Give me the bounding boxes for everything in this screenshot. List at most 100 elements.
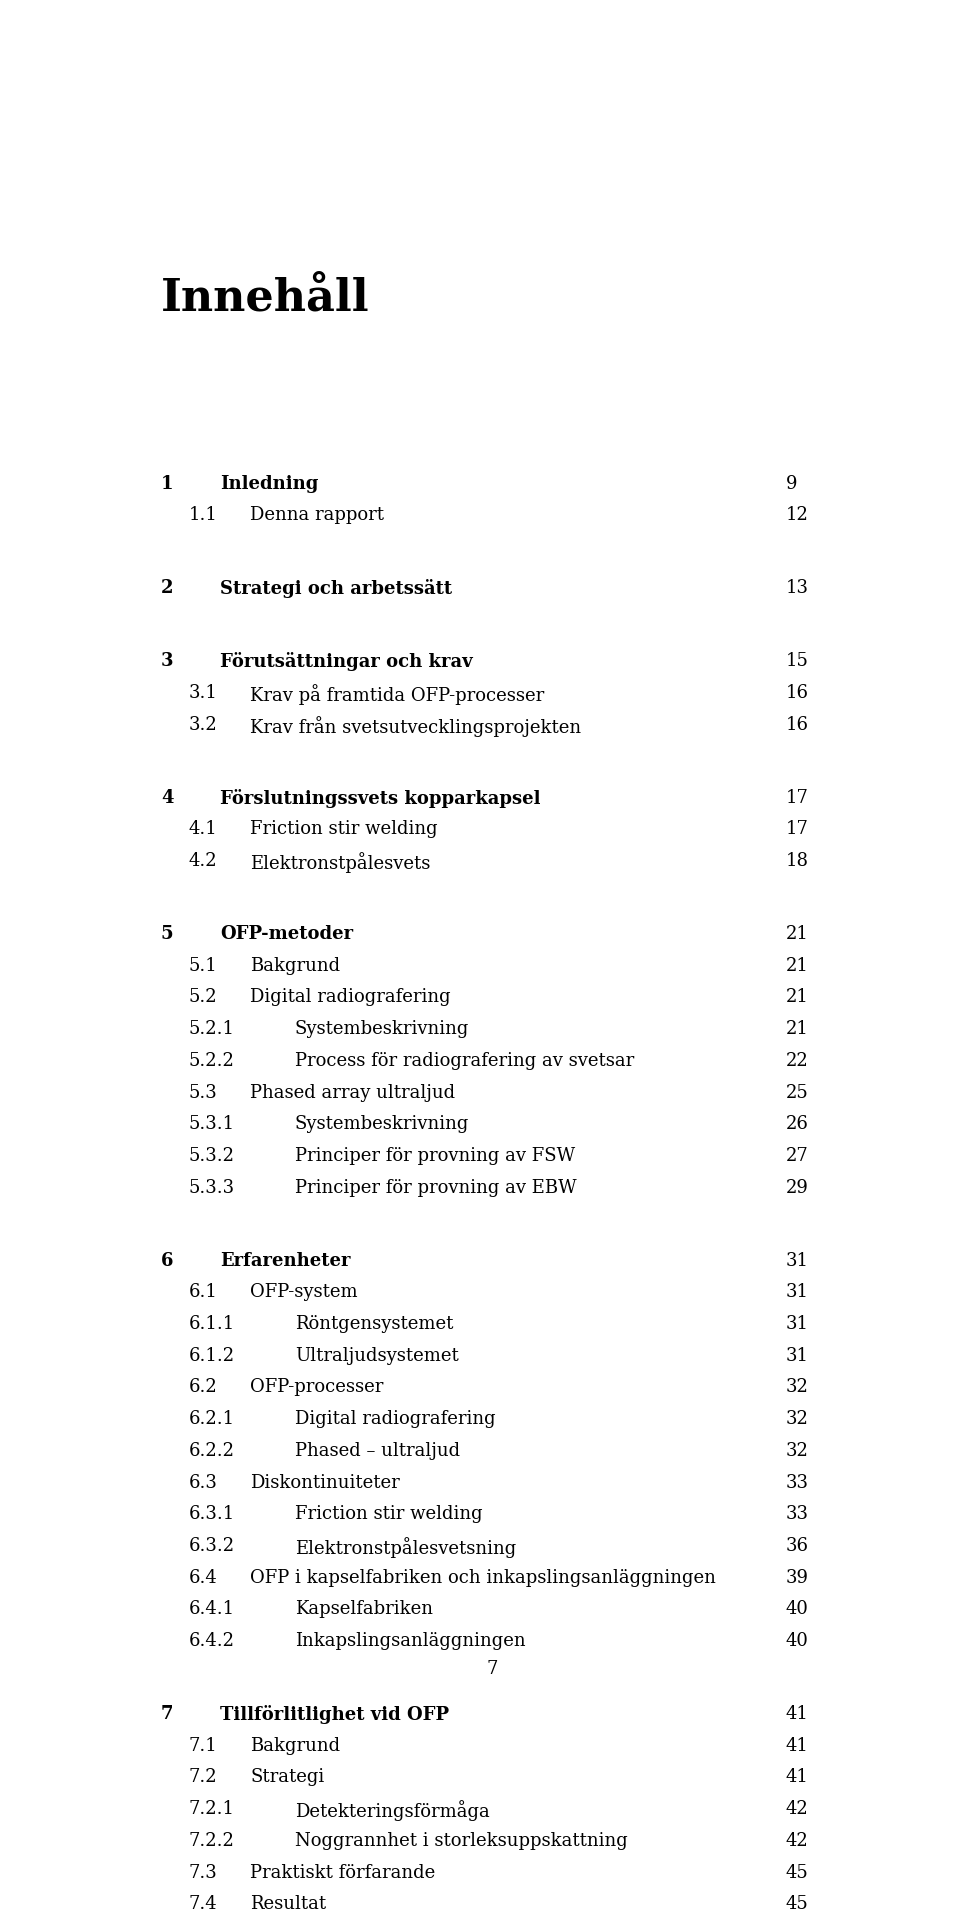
Text: Detekteringsförmåga: Detekteringsförmåga: [295, 1799, 490, 1820]
Text: 41: 41: [786, 1736, 808, 1753]
Text: 25: 25: [786, 1083, 808, 1101]
Text: Erfarenheter: Erfarenheter: [221, 1252, 351, 1269]
Text: 6.4.1: 6.4.1: [188, 1600, 234, 1617]
Text: 21: 21: [786, 988, 808, 1007]
Text: 33: 33: [786, 1504, 809, 1522]
Text: 6.2.1: 6.2.1: [188, 1409, 234, 1428]
Text: 16: 16: [786, 683, 809, 702]
Text: 6.2: 6.2: [188, 1378, 217, 1395]
Text: OFP-processer: OFP-processer: [251, 1378, 384, 1395]
Text: OFP-system: OFP-system: [251, 1282, 358, 1302]
Text: 27: 27: [786, 1146, 808, 1164]
Text: 5.2.2: 5.2.2: [188, 1051, 234, 1070]
Text: 5.2: 5.2: [188, 988, 217, 1007]
Text: Principer för provning av EBW: Principer för provning av EBW: [295, 1177, 576, 1196]
Text: 5.2.1: 5.2.1: [188, 1020, 234, 1037]
Text: 32: 32: [786, 1441, 808, 1458]
Text: Krav på framtida OFP-processer: Krav på framtida OFP-processer: [251, 683, 544, 704]
Text: 41: 41: [786, 1767, 808, 1786]
Text: 1: 1: [161, 475, 174, 492]
Text: Inkapslingsanläggningen: Inkapslingsanläggningen: [295, 1631, 525, 1650]
Text: 42: 42: [786, 1799, 808, 1816]
Text: 4.1: 4.1: [188, 819, 217, 838]
Text: Systembeskrivning: Systembeskrivning: [295, 1114, 469, 1133]
Text: 12: 12: [786, 505, 808, 524]
Text: 3.1: 3.1: [188, 683, 217, 702]
Text: 4.2: 4.2: [188, 852, 217, 869]
Text: 5: 5: [161, 924, 174, 942]
Text: Elektronstрålesvets: Elektronstрålesvets: [251, 852, 431, 873]
Text: 6.3: 6.3: [188, 1472, 217, 1491]
Text: 17: 17: [786, 819, 808, 838]
Text: 31: 31: [786, 1315, 809, 1332]
Text: 15: 15: [786, 653, 808, 670]
Text: 6.4.2: 6.4.2: [188, 1631, 234, 1650]
Text: Praktiskt förfarande: Praktiskt förfarande: [251, 1862, 436, 1881]
Text: Digital radiografering: Digital radiografering: [251, 988, 451, 1007]
Text: 7: 7: [161, 1703, 174, 1723]
Text: 45: 45: [786, 1862, 808, 1881]
Text: 5.3.1: 5.3.1: [188, 1114, 234, 1133]
Text: OFP-metoder: OFP-metoder: [221, 924, 353, 942]
Text: 5.1: 5.1: [188, 957, 217, 974]
Text: 7.4: 7.4: [188, 1895, 217, 1912]
Text: Röntgensystemet: Röntgensystemet: [295, 1315, 453, 1332]
Text: Resultat: Resultat: [251, 1895, 326, 1912]
Text: 33: 33: [786, 1472, 809, 1491]
Text: 6.1.2: 6.1.2: [188, 1346, 234, 1365]
Text: 6.3.1: 6.3.1: [188, 1504, 234, 1522]
Text: Inledning: Inledning: [221, 475, 319, 492]
Text: 7: 7: [487, 1659, 497, 1677]
Text: Friction stir welding: Friction stir welding: [295, 1504, 483, 1522]
Text: 41: 41: [786, 1703, 808, 1723]
Text: Systembeskrivning: Systembeskrivning: [295, 1020, 469, 1037]
Text: 26: 26: [786, 1114, 808, 1133]
Text: 7.2: 7.2: [188, 1767, 217, 1786]
Text: Principer för provning av FSW: Principer för provning av FSW: [295, 1146, 575, 1164]
Text: Digital radiografering: Digital radiografering: [295, 1409, 495, 1428]
Text: 31: 31: [786, 1252, 809, 1269]
Text: 21: 21: [786, 1020, 808, 1037]
Text: 16: 16: [786, 716, 809, 733]
Text: 32: 32: [786, 1378, 808, 1395]
Text: 32: 32: [786, 1409, 808, 1428]
Text: 21: 21: [786, 924, 808, 942]
Text: 21: 21: [786, 957, 808, 974]
Text: Diskontinuiteter: Diskontinuiteter: [251, 1472, 400, 1491]
Text: 6: 6: [161, 1252, 174, 1269]
Text: 7.2.1: 7.2.1: [188, 1799, 234, 1816]
Text: Phased – ultraljud: Phased – ultraljud: [295, 1441, 460, 1458]
Text: 22: 22: [786, 1051, 808, 1070]
Text: 31: 31: [786, 1346, 809, 1365]
Text: Innehåll: Innehåll: [161, 278, 370, 320]
Text: Bakgrund: Bakgrund: [251, 957, 341, 974]
Text: 7.1: 7.1: [188, 1736, 217, 1753]
Text: 6.3.2: 6.3.2: [188, 1537, 234, 1554]
Text: Process för radiografering av svetsar: Process för radiografering av svetsar: [295, 1051, 635, 1070]
Text: OFP i kapselfabriken och inkapslingsanläggningen: OFP i kapselfabriken och inkapslingsanlä…: [251, 1568, 716, 1587]
Text: 29: 29: [786, 1177, 808, 1196]
Text: 6.2.2: 6.2.2: [188, 1441, 234, 1458]
Text: 6.4: 6.4: [188, 1568, 217, 1587]
Text: 5.3.2: 5.3.2: [188, 1146, 234, 1164]
Text: Elektronstрålesvetsning: Elektronstрålesvetsning: [295, 1537, 516, 1558]
Text: 5.3.3: 5.3.3: [188, 1177, 234, 1196]
Text: 31: 31: [786, 1282, 809, 1302]
Text: 45: 45: [786, 1895, 808, 1912]
Text: 6.1.1: 6.1.1: [188, 1315, 234, 1332]
Text: Noggrannhet i storleksuppskattning: Noggrannhet i storleksuppskattning: [295, 1832, 628, 1849]
Text: 4: 4: [161, 789, 174, 806]
Text: Tillförlitlighet vid OFP: Tillförlitlighet vid OFP: [221, 1703, 449, 1723]
Text: 40: 40: [786, 1631, 808, 1650]
Text: 13: 13: [786, 578, 809, 597]
Text: 9: 9: [786, 475, 798, 492]
Text: 17: 17: [786, 789, 808, 806]
Text: Phased array ultraljud: Phased array ultraljud: [251, 1083, 455, 1101]
Text: 2: 2: [161, 578, 174, 597]
Text: 39: 39: [786, 1568, 809, 1587]
Text: 36: 36: [786, 1537, 809, 1554]
Text: Ultraljudsystemet: Ultraljudsystemet: [295, 1346, 459, 1365]
Text: 7.3: 7.3: [188, 1862, 217, 1881]
Text: Förutsättningar och krav: Förutsättningar och krav: [221, 653, 473, 672]
Text: 18: 18: [786, 852, 809, 869]
